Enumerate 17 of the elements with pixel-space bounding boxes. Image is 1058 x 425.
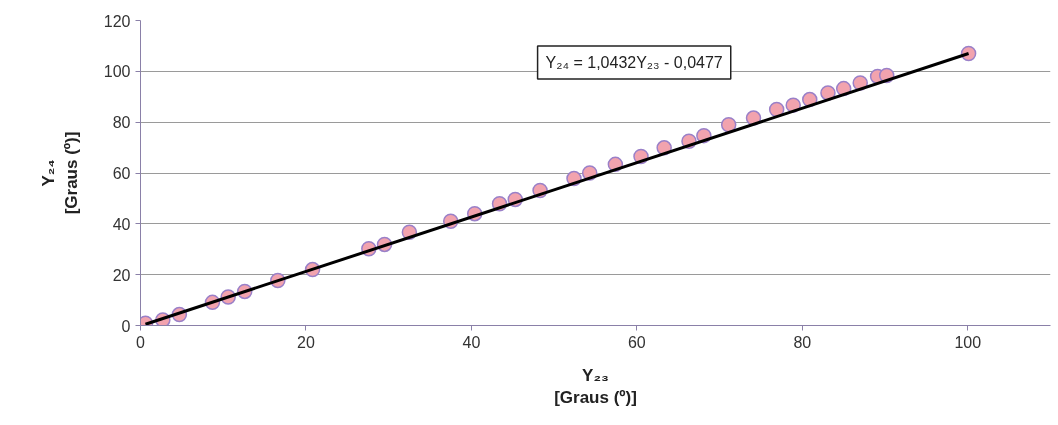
x-tick-label: 20 [297,333,315,351]
x-tick-label: 80 [793,333,812,351]
y-tick-label: 80 [112,114,131,132]
y-tick-label: 100 [103,63,131,81]
y-axis-title: Y₂₄ [Graus (º)] [39,131,81,215]
y-tick-label: 20 [112,266,131,284]
x-tick-label: 100 [954,333,982,351]
x-tick-label: 60 [627,333,646,351]
x-tick-label: 0 [136,333,146,351]
y-tick-label: 0 [121,317,131,335]
y-tick-label: 120 [103,12,131,30]
y-tick-label: 60 [112,165,131,182]
x-tick-label: 40 [462,333,481,351]
point [720,116,737,133]
y-tick-label: 40 [112,215,131,233]
annotation: Y₂₄ = 1,0432Y₂₃ - 0,0477 [545,53,723,71]
x-axis-title: Y₂₃ [Graus (º)] [554,365,637,408]
